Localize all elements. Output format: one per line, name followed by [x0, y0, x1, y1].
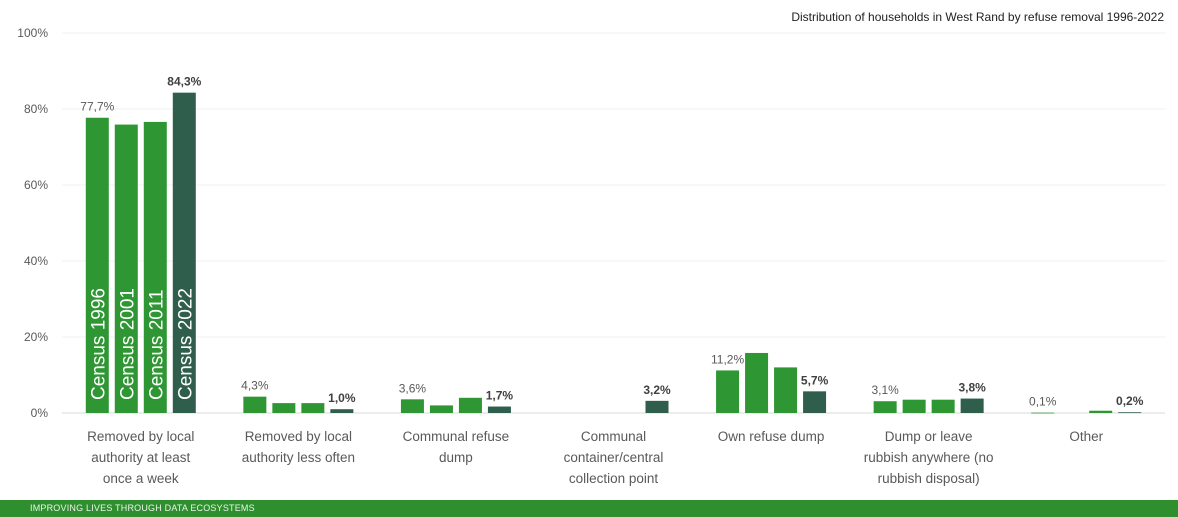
- bars: Census 1996 Census 2001 Census 2011 Census …: [85, 92, 1142, 414]
- data-label: 1,0%: [328, 391, 356, 405]
- y-tick-label: 100%: [17, 26, 48, 40]
- footer-text: IMPROVING LIVES THROUGH DATA ECOSYSTEMS: [30, 503, 255, 513]
- bar: [272, 403, 296, 413]
- category-label: Removed by local: [87, 429, 194, 444]
- data-label: 4,3%: [241, 379, 269, 393]
- category-label: Dump or leave: [885, 429, 973, 444]
- category-label: Removed by local: [245, 429, 352, 444]
- data-label: 77,7%: [80, 100, 114, 114]
- y-tick-label: 0%: [31, 406, 49, 420]
- y-tick-label: 20%: [24, 330, 48, 344]
- series-name-label: Census 2001: [117, 288, 138, 400]
- footer-banner: IMPROVING LIVES THROUGH DATA ECOSYSTEMS: [0, 500, 1178, 517]
- category-label: collection point: [569, 471, 659, 486]
- data-labels: 77,7% 84,3% 4,3% 1,0% 3,6% 1,7% 3,2% 11,2% 5,7% 3…: [80, 75, 1143, 409]
- data-label: 3,1%: [871, 383, 899, 397]
- bar: [1118, 412, 1142, 414]
- bar: [85, 117, 109, 414]
- bar: [243, 396, 267, 413]
- y-tick-label: 40%: [24, 254, 48, 268]
- bar: [330, 409, 354, 413]
- bar: [400, 399, 424, 413]
- category-label: rubbish disposal): [878, 471, 980, 486]
- bar: [931, 399, 955, 413]
- category-label: Communal refuse: [403, 429, 510, 444]
- bar: [143, 121, 167, 414]
- category-label: Other: [1069, 429, 1103, 444]
- category-label: once a week: [103, 471, 179, 486]
- bar: [172, 92, 196, 413]
- category-label: Own refuse dump: [718, 429, 825, 444]
- bar: [1089, 410, 1113, 413]
- chart-title: Distribution of households in West Rand …: [791, 10, 1164, 24]
- category-label: authority at least: [91, 450, 190, 465]
- data-label: 0,1%: [1029, 395, 1057, 409]
- bar: [803, 391, 827, 413]
- category-label: authority less often: [242, 450, 355, 465]
- category-label: rubbish anywhere (no: [864, 450, 994, 465]
- data-label: 3,6%: [399, 381, 427, 395]
- series-name-label: Census 1996: [88, 288, 109, 400]
- bar: [745, 352, 769, 413]
- data-label: 3,8%: [958, 381, 986, 395]
- bar: [960, 398, 984, 413]
- data-label: 3,2%: [643, 383, 671, 397]
- bar: [114, 124, 138, 413]
- data-label: 5,7%: [801, 373, 829, 387]
- bar: [429, 405, 453, 413]
- data-label: 1,7%: [486, 389, 514, 403]
- bar: [1031, 412, 1055, 414]
- category-labels: Removed by local authority at least once a…: [87, 429, 1103, 486]
- gridlines: [62, 32, 1165, 414]
- y-tick-label: 60%: [24, 178, 48, 192]
- data-label: 0,2%: [1116, 394, 1144, 408]
- bar: [902, 399, 926, 413]
- bar: [487, 406, 511, 413]
- category-label: Communal: [581, 429, 646, 444]
- bar: [458, 397, 482, 413]
- y-tick-label: 80%: [24, 102, 48, 116]
- bar: [873, 401, 897, 413]
- data-label: 11,2%: [711, 352, 744, 366]
- series-name-label: Census 2011: [146, 289, 167, 400]
- series-name-label: Census 2022: [175, 288, 196, 400]
- refuse-removal-chart: Distribution of households in West Rand …: [17, 10, 1165, 486]
- data-label: 84,3%: [167, 75, 201, 89]
- bar: [301, 403, 325, 413]
- y-axis-ticks: 0% 20% 40% 60% 80% 100%: [17, 26, 48, 420]
- bar: [645, 400, 669, 413]
- bar: [716, 370, 740, 413]
- category-label: container/central: [564, 450, 664, 465]
- bar: [774, 367, 798, 413]
- category-label: dump: [439, 450, 473, 465]
